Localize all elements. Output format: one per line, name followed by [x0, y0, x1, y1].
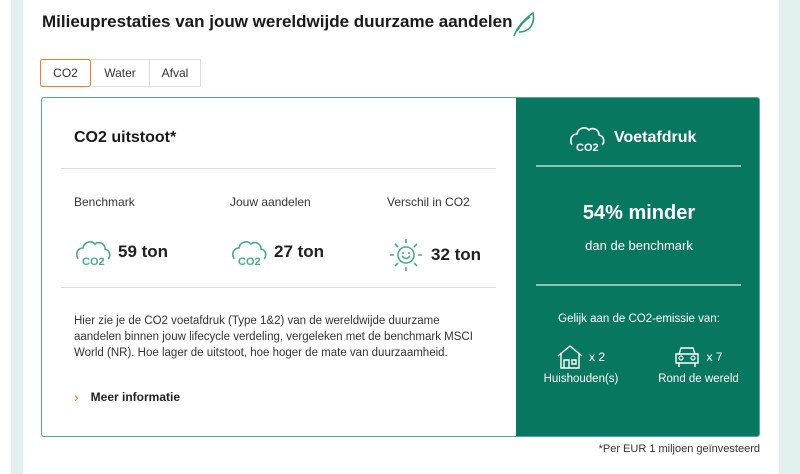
metric-label: Jouw aandelen — [230, 195, 311, 209]
metric-benchmark: Benchmark CO2 59 ton — [74, 195, 168, 267]
equal-to-label: Gelijk aan de CO2-emissie van: — [558, 313, 720, 325]
co2-cloud-icon: CO2 — [232, 241, 267, 267]
footprint-title: Voetafdruk — [614, 129, 697, 146]
around-world-label: Rond de wereld — [658, 373, 739, 385]
svg-text:CO2: CO2 — [82, 256, 105, 267]
metric-value: 59 ton — [118, 242, 169, 261]
households-label: Huishouden(s) — [543, 373, 619, 385]
metric-verschil: Verschil in CO2 32 ton — [387, 195, 481, 273]
households-count: x 2 — [588, 350, 605, 364]
svg-text:CO2: CO2 — [576, 142, 599, 153]
leaf-icon — [513, 11, 535, 37]
page-title: Milieuprestaties van jouw wereldwijde du… — [42, 12, 513, 31]
tab-afval[interactable]: Afval — [149, 59, 201, 87]
households-item: x 2 Huishouden(s) — [536, 345, 626, 385]
smiling-sun-icon — [390, 239, 422, 271]
tab-water[interactable]: Water — [90, 59, 150, 87]
tab-co2[interactable]: CO2 — [40, 59, 91, 87]
meer-informatie-link[interactable]: › Meer informatie — [74, 389, 180, 405]
description: Hier zie je de CO2 voetafdruk (Type 1&2)… — [74, 315, 473, 359]
divider — [536, 165, 741, 167]
right-background-strip — [779, 0, 800, 474]
footprint-panel: CO2 Voetafdruk 54% minder dan de benchma… — [516, 98, 759, 436]
house-icon — [557, 345, 583, 369]
metric-value: 32 ton — [431, 245, 482, 264]
metric-value: 27 ton — [274, 242, 325, 261]
metric-label: Verschil in CO2 — [387, 195, 470, 209]
around-world-count: x 7 — [706, 350, 723, 364]
svg-text:CO2: CO2 — [238, 256, 261, 267]
divider — [61, 168, 496, 169]
co2-card: CO2 uitstoot* Benchmark CO2 59 ton Jouw … — [41, 97, 760, 437]
co2-cloud-icon: CO2 — [570, 127, 605, 153]
divider — [536, 284, 741, 286]
left-background-strip — [11, 0, 23, 474]
card-heading: CO2 uitstoot* — [74, 129, 177, 146]
around-world-item: x 7 Rond de wereld — [651, 345, 746, 385]
footprint-headline: 54% minder — [582, 202, 696, 224]
chevron-right-icon: › — [74, 389, 79, 405]
footprint-subline: dan de benchmark — [585, 238, 693, 253]
tab-bar: CO2 Water Afval — [40, 59, 201, 87]
meer-informatie-label: Meer informatie — [90, 390, 181, 404]
car-icon — [675, 347, 700, 367]
divider — [61, 287, 496, 288]
co2-cloud-icon: CO2 — [76, 241, 111, 267]
footnote: *Per EUR 1 miljoen geïnvesteerd — [598, 443, 760, 455]
metric-label: Benchmark — [74, 195, 135, 209]
metric-jouw-aandelen: Jouw aandelen CO2 27 ton — [230, 195, 324, 267]
